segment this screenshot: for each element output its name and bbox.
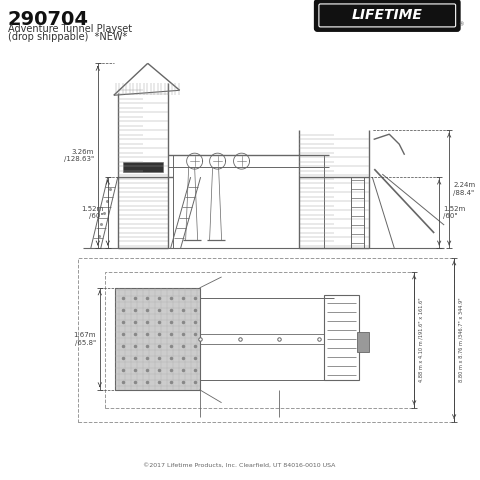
Bar	[105, 272, 414, 408]
Bar	[324, 295, 360, 380]
Text: ®: ®	[458, 23, 464, 27]
FancyBboxPatch shape	[319, 4, 456, 27]
Text: LIFETIME: LIFETIME	[352, 8, 423, 22]
Text: 2.24m
/88.4": 2.24m /88.4"	[453, 182, 475, 196]
Text: 3.26m
/128.63": 3.26m /128.63"	[64, 149, 94, 162]
Text: 1.52m
/60": 1.52m /60"	[443, 206, 466, 219]
Bar	[78, 258, 454, 421]
Bar	[115, 288, 200, 390]
Text: 290704: 290704	[8, 11, 89, 29]
Text: 4.88 m x 4.10 m /191.6" x 161.6": 4.88 m x 4.10 m /191.6" x 161.6"	[418, 298, 423, 382]
Bar	[123, 162, 163, 172]
Text: 1.52m
/60": 1.52m /60"	[82, 206, 104, 219]
Text: (drop shippable)  *NEW*: (drop shippable) *NEW*	[8, 32, 127, 42]
FancyBboxPatch shape	[315, 0, 460, 31]
Text: ©2017 Lifetime Products, Inc. Clearfield, UT 84016-0010 USA: ©2017 Lifetime Products, Inc. Clearfield…	[144, 463, 336, 468]
Text: Adventure Tunnel Playset: Adventure Tunnel Playset	[8, 24, 132, 35]
Bar	[357, 332, 369, 352]
Text: 8.80 m x 8.76 m /346.7" x 344.9": 8.80 m x 8.76 m /346.7" x 344.9"	[458, 298, 463, 382]
Text: 1.67m
/65.8": 1.67m /65.8"	[73, 332, 96, 346]
